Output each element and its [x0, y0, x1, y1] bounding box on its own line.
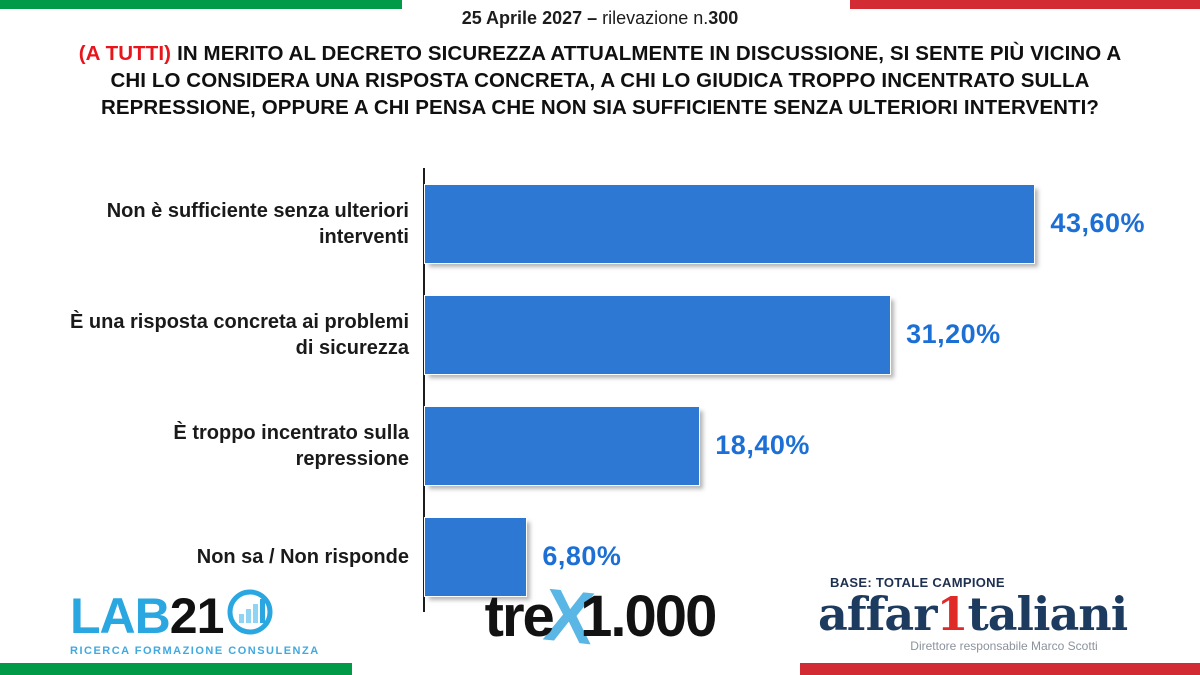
category-labels-column: Non è sufficiente senza ulteriori interv…	[55, 168, 423, 612]
value-label: 18,40%	[715, 430, 810, 460]
lab21-text-21: 21	[169, 588, 225, 644]
value-label: 43,60%	[1050, 208, 1145, 238]
base-note: BASE: TOTALE CAMPIONE	[830, 574, 1005, 590]
bar-row: 31,20%	[425, 279, 1145, 390]
category-label: È una risposta concreta ai problemi di s…	[70, 310, 409, 359]
category-row: Non sa / Non risponde	[55, 501, 423, 612]
wave-label: rilevazione n.	[602, 8, 709, 28]
survey-date-line: 25 Aprile 2027 – rilevazione n.300	[0, 8, 1200, 29]
trex-text-tre: tre	[484, 584, 555, 649]
flag-stripe-bottom-red	[800, 663, 1200, 675]
trex-text-1000: 1.000	[580, 584, 717, 649]
lab21-tagline: RICERCA FORMAZIONE CONSULENZA	[70, 645, 320, 657]
bar-chart: Non è sufficiente senza ulteriori interv…	[55, 168, 1145, 612]
bar-row: 18,40%	[425, 390, 1145, 501]
bar	[425, 517, 527, 596]
affari-red-one: 1	[936, 586, 968, 641]
category-label: Non sa / Non risponde	[196, 545, 409, 568]
trex1000-logo: treX1.000	[484, 568, 718, 661]
wave-number: 300	[708, 8, 739, 28]
affari-part3: taliani	[967, 586, 1128, 641]
affari-part1: affar	[818, 586, 937, 641]
bar-row: 43,60%	[425, 168, 1145, 279]
bar-chart-circle-icon	[227, 589, 273, 643]
category-row: È una risposta concreta ai problemi di s…	[55, 279, 423, 390]
bar	[425, 295, 891, 374]
category-label: È troppo incentrato sulla repressione	[173, 421, 409, 470]
survey-date: 25 Aprile 2027	[461, 8, 583, 28]
flag-stripe-top-green	[0, 0, 402, 9]
question-text: IN MERITO AL DECRETO SICUREZZA ATTUALMEN…	[100, 42, 1122, 120]
date-separator: –	[587, 8, 598, 28]
bar	[425, 184, 1035, 263]
category-row: È troppo incentrato sulla repressione	[55, 390, 423, 501]
question-title: (A TUTTI) IN MERITO AL DECRETO SICUREZZA …	[60, 40, 1140, 121]
lab21-text-lab: LAB	[70, 588, 171, 644]
flag-stripe-top-red	[850, 0, 1200, 9]
affaritaliani-director: Direttore responsabile Marco Scotti	[910, 639, 1098, 653]
value-label: 31,20%	[906, 319, 1001, 349]
category-label: Non è sufficiente senza ulteriori interv…	[106, 199, 409, 248]
audience-tag: (A TUTTI)	[78, 42, 172, 65]
lab21-logo: LAB 21 RICERCA FORMAZIONE CONSULENZA	[70, 589, 320, 657]
bar-row: 6,80%	[425, 501, 1145, 612]
affaritaliani-wordmark: affar1taliani	[818, 590, 1190, 638]
affaritaliani-block: BASE: TOTALE CAMPIONE affar1taliani Dire…	[818, 575, 1190, 653]
plot-area: 43,60% 31,20% 18,40% 6,80%	[423, 168, 1145, 612]
flag-stripe-bottom-green	[0, 663, 352, 675]
value-label: 6,80%	[542, 541, 622, 571]
bar	[425, 406, 700, 485]
lab21-wordmark: LAB 21	[70, 589, 320, 643]
category-row: Non è sufficiente senza ulteriori interv…	[55, 168, 423, 279]
